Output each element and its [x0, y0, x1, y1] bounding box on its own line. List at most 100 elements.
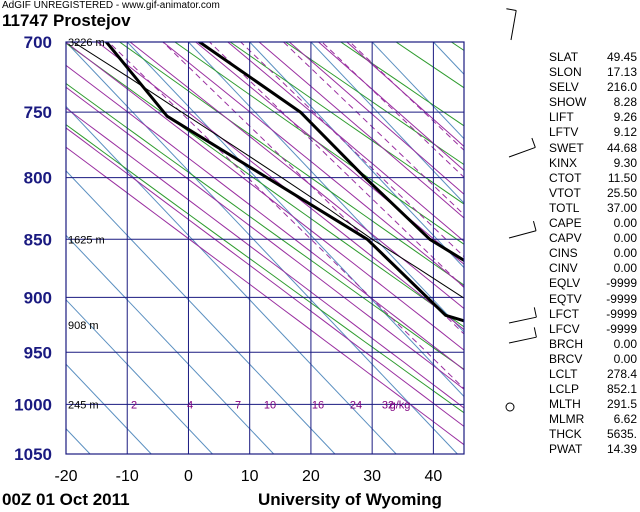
source-credit: University of Wyoming — [258, 490, 442, 509]
index-key: EQTV — [549, 291, 582, 306]
wind-barb — [508, 307, 537, 324]
mixing-ratio-label: 16 — [312, 399, 324, 411]
height-label: 1625 m — [68, 234, 105, 246]
index-key: SELV — [549, 80, 579, 95]
index-row: THCK 5635. — [549, 427, 637, 442]
temperature-tick-label: -20 — [54, 468, 77, 485]
index-row: LIFT 9.26 — [549, 110, 637, 125]
observation-time: 00Z 01 Oct 2011 — [2, 490, 130, 509]
pressure-tick-label: 900 — [24, 288, 52, 307]
index-value: 9.26 — [613, 110, 637, 125]
index-row: CINV 0.00 — [549, 261, 637, 276]
index-value: 25.50 — [606, 185, 637, 200]
index-row: EQLV -9999 — [549, 276, 637, 291]
mixing-ratio-label: 10 — [264, 399, 276, 411]
index-row: LFTV 9.12 — [549, 125, 637, 140]
index-row: MLTH 291.5 — [549, 397, 637, 412]
index-value: 49.45 — [606, 50, 637, 64]
wind-barb-flag — [531, 137, 536, 148]
pressure-tick-label: 1050 — [14, 445, 52, 464]
height-label: 245 m — [68, 399, 99, 411]
index-row: CINS 0.00 — [549, 246, 637, 261]
index-key: TOTL — [549, 200, 580, 215]
index-key: LIFT — [549, 110, 574, 125]
wind-barb-flag — [533, 327, 537, 338]
index-key: MLTH — [549, 397, 581, 412]
index-key: BRCH — [549, 336, 584, 351]
mixing-ratio-label: 2 — [131, 399, 137, 411]
temperature-tick-label: 0 — [184, 468, 193, 485]
dry-adiabat-line — [174, 42, 464, 245]
wind-barb — [508, 220, 537, 239]
index-value: 14.39 — [606, 442, 637, 457]
isotherm-line — [126, 42, 464, 398]
index-row: SWET 44.68 — [549, 141, 637, 156]
index-row: SLON 17.13 — [549, 65, 637, 80]
index-key: LFCV — [549, 321, 580, 336]
pressure-tick-label: 700 — [24, 33, 52, 52]
index-key: THCK — [549, 427, 582, 442]
index-value: 0.00 — [613, 246, 637, 261]
index-value: 8.28 — [613, 95, 637, 110]
index-value: 37.00 — [606, 200, 637, 215]
index-row: CAPV 0.00 — [549, 231, 637, 246]
mixing-ratio-label: 4 — [187, 399, 193, 411]
index-key: CINS — [549, 246, 578, 261]
index-row: LFCV -9999 — [549, 322, 637, 337]
moist-adiabat-line — [162, 42, 464, 288]
dry-adiabat-line — [66, 82, 464, 371]
mixing-ratio-label: 7 — [235, 399, 241, 411]
plot-frame — [65, 41, 465, 455]
mixing-ratio-line — [282, 42, 464, 216]
isotherm-line — [66, 299, 213, 454]
index-value: 216.0 — [606, 80, 637, 95]
index-key: CAPV — [549, 231, 582, 246]
dry-adiabat-line — [66, 124, 464, 414]
index-key: SLAT — [549, 50, 579, 64]
isotherm-line — [188, 42, 464, 333]
pressure-tick-label: 1000 — [14, 395, 52, 414]
temperature-tick-label: 40 — [424, 468, 442, 485]
isotherm-line — [371, 42, 464, 140]
index-key: KINX — [549, 155, 578, 170]
dry-adiabat-line — [285, 42, 464, 166]
moist-adiabat-line — [288, 42, 464, 195]
stability-indices-table: SLAT 49.45 SLON 17.13 SELV 216.0 SHOW 8.28 LIFT 9… — [549, 50, 637, 458]
index-row: MLMR 6.62 — [549, 412, 637, 427]
mixing-ratio-label: g/kg — [390, 399, 411, 411]
temperature-tick-label: 30 — [363, 468, 381, 485]
index-key: SWET — [549, 140, 584, 155]
index-key: MLMR — [549, 412, 585, 427]
index-value: -9999 — [606, 306, 637, 321]
index-key: VTOT — [549, 185, 581, 200]
index-row: LCLT 278.4 — [549, 367, 637, 382]
pressure-tick-label: 950 — [24, 343, 52, 362]
wind-barb-staff — [508, 336, 537, 344]
index-value: 0.00 — [613, 231, 637, 246]
index-key: LFTV — [549, 125, 579, 140]
mixing-ratio-line — [321, 42, 464, 178]
wind-barb-staff — [508, 316, 537, 324]
index-key: SHOW — [549, 95, 587, 110]
index-value: 0.00 — [613, 216, 637, 231]
mixing-ratio-label: 24 — [350, 399, 362, 411]
isotherm-line — [66, 170, 336, 454]
station-title: 11747 Prostejov — [2, 11, 131, 30]
wind-barb-staff — [508, 230, 537, 239]
index-value: 17.13 — [606, 65, 637, 80]
moist-adiabat-line — [346, 42, 464, 148]
index-key: BRCV — [549, 351, 583, 366]
wind-barb-staff — [508, 146, 536, 158]
index-value: 44.68 — [606, 140, 637, 155]
dewpoint-profile-line — [104, 42, 464, 323]
index-key: CAPE — [549, 216, 582, 231]
index-value: 9.12 — [613, 125, 637, 140]
index-row: EQTV -9999 — [549, 292, 637, 307]
pressure-tick-label: 750 — [24, 103, 52, 122]
temperature-tick-label: -10 — [116, 468, 139, 485]
parcel-profile-line — [72, 42, 464, 299]
mixing-ratio-label: 32 — [382, 399, 394, 411]
index-value: 11.50 — [607, 170, 637, 185]
pressure-tick-label: 800 — [24, 169, 52, 188]
